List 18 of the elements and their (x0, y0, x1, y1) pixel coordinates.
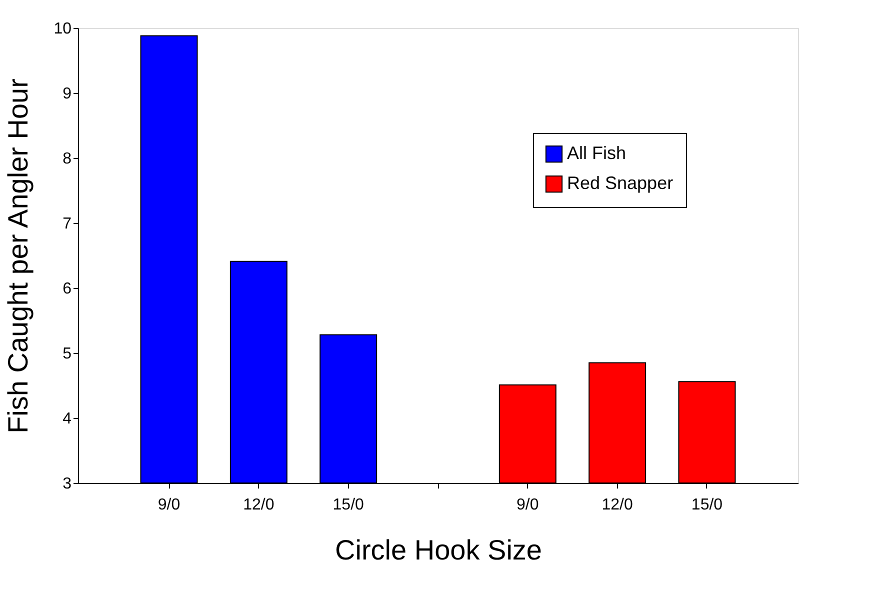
x-tick-label: 15/0 (332, 496, 364, 514)
legend-label: Red Snapper (567, 173, 674, 193)
x-tick-label: 12/0 (243, 496, 274, 514)
x-tick-label: 9/0 (516, 496, 539, 514)
x-tick-label: 9/0 (158, 496, 180, 514)
y-tick-label: 3 (62, 476, 72, 492)
legend-label: All Fish (567, 143, 626, 163)
x-axis-title: Circle Hook Size (335, 534, 542, 566)
y-tick-label: 9 (62, 86, 72, 102)
y-axis-title: Fish Caught per Angler Hour (2, 78, 34, 434)
y-tick-label: 10 (54, 20, 72, 38)
y-tick-label: 5 (62, 346, 72, 362)
y-tick-label: 6 (62, 280, 72, 298)
y-tick-label: 4 (62, 410, 72, 428)
y-tick-label: 7 (62, 216, 72, 232)
y-tick-label: 8 (62, 150, 72, 168)
x-tick-label: 12/0 (602, 496, 633, 514)
x-tick-label: 15/0 (691, 496, 723, 514)
